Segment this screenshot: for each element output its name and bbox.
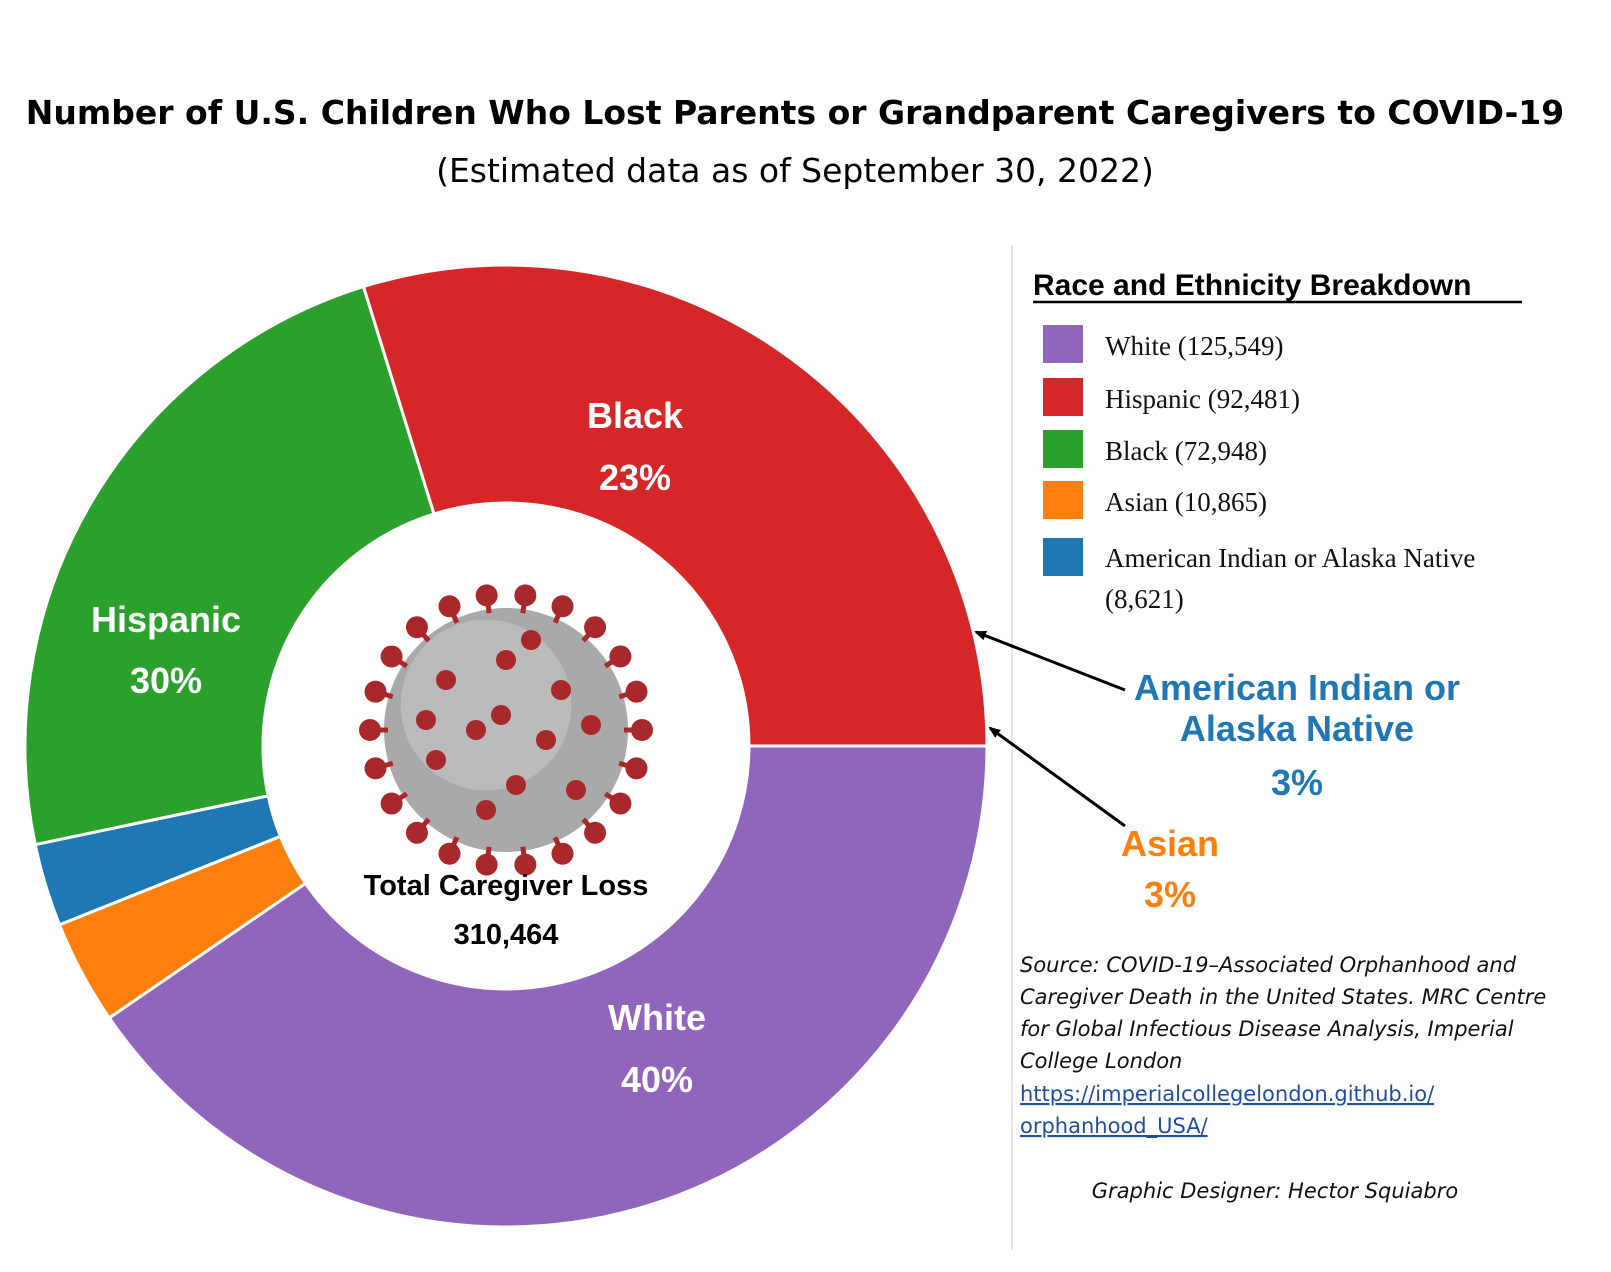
virus-spike (609, 792, 632, 815)
chart-title: Number of U.S. Children Who Lost Parents… (26, 93, 1564, 132)
virus-surface-spike (476, 800, 496, 820)
source-line-3: for Global Infectious Disease Analysis, … (1020, 1017, 1514, 1041)
virus-surface-spike (466, 720, 486, 740)
source-link-line-2[interactable]: orphanhood_USA/ (1020, 1114, 1209, 1139)
virus-spike (625, 680, 648, 703)
virus-spike (380, 645, 403, 668)
virus-surface-spike (581, 715, 601, 735)
donut-slices (23, 263, 989, 1229)
virus-surface-spike (416, 710, 436, 730)
chart-subtitle: (Estimated data as of September 30, 2022… (436, 151, 1154, 190)
virus-surface-spike (566, 780, 586, 800)
virus-highlight (400, 619, 572, 791)
slice-label-black-pct: 23% (599, 457, 671, 498)
virus-surface-spike (426, 750, 446, 770)
virus-spike (551, 595, 574, 618)
source-link-line-1[interactable]: https://imperialcollegelondon.github.io/ (1020, 1082, 1435, 1106)
callout-asian-pct: 3% (1144, 874, 1196, 915)
virus-spike (438, 595, 461, 618)
virus-surface-spike (536, 730, 556, 750)
virus-surface-spike (496, 650, 516, 670)
donut-slice-black (23, 284, 436, 847)
legend-swatch-white (1043, 325, 1083, 363)
virus-spike (631, 719, 653, 741)
virus-spike (609, 645, 632, 668)
slice-label-black-name: Black (587, 395, 684, 436)
donut-slice-white (107, 744, 989, 1229)
legend-item-hispanic: Hispanic (92,481) (1105, 384, 1300, 414)
virus-surface-spike (521, 630, 541, 650)
virus-spike (380, 792, 403, 815)
source-line-1: Source: COVID-19–Associated Orphanhood a… (1020, 953, 1517, 977)
virus-spike (625, 757, 648, 780)
virus-spike (475, 853, 498, 876)
virus-surface-spike (491, 705, 511, 725)
legend-swatch-aian (1043, 538, 1083, 576)
callout-aian-line1: American Indian or (1134, 667, 1460, 708)
virus-surface-spike (506, 775, 526, 795)
callout-aian-pct: 3% (1271, 762, 1323, 803)
donut-slice-hispanic (361, 263, 989, 748)
legend-item-aian-line2: (8,621) (1105, 584, 1184, 614)
virus-spike (364, 757, 387, 780)
center-value: 310,464 (454, 919, 559, 951)
virus-spike (359, 719, 381, 741)
virus-spike (551, 842, 574, 865)
slice-label-hispanic-pct: 30% (130, 660, 202, 701)
virus-surface-spike (551, 680, 571, 700)
legend-item-black: Black (72,948) (1105, 436, 1267, 466)
legend-title: Race and Ethnicity Breakdown (1033, 269, 1471, 302)
legend-swatch-hispanic (1043, 378, 1083, 416)
legend-item-white: White (125,549) (1105, 331, 1283, 361)
source-line-4: College London (1020, 1049, 1182, 1073)
slice-label-white-name: White (608, 997, 706, 1038)
legend-swatch-black (1043, 430, 1083, 468)
legend-item-aian-line1: American Indian or Alaska Native (1105, 543, 1475, 573)
virus-spike (405, 821, 428, 844)
slice-label-white-pct: 40% (621, 1059, 693, 1100)
callout-arrow-asian (988, 726, 1126, 828)
slice-label-hispanic-name: Hispanic (91, 599, 241, 640)
callout-asian-name: Asian (1121, 823, 1219, 864)
legend-swatch-asian (1043, 481, 1083, 519)
designer-credit: Graphic Designer: Hector Squiabro (1092, 1179, 1458, 1203)
callout-aian-line2: Alaska Native (1180, 708, 1414, 749)
virus-spike (475, 584, 498, 607)
virus-spike (405, 616, 428, 639)
coronavirus-illustration (359, 584, 653, 876)
virus-spike (584, 616, 607, 639)
virus-spike (584, 821, 607, 844)
center-label: Total Caregiver Loss (364, 870, 649, 902)
callout-arrow-aian (974, 630, 1126, 692)
virus-spike (438, 842, 461, 865)
virus-spike (514, 584, 537, 607)
legend-item-asian: Asian (10,865) (1105, 487, 1267, 517)
virus-surface-spike (436, 670, 456, 690)
virus-spike (514, 853, 537, 876)
virus-spike (364, 680, 387, 703)
source-line-2: Caregiver Death in the United States. MR… (1020, 985, 1546, 1009)
